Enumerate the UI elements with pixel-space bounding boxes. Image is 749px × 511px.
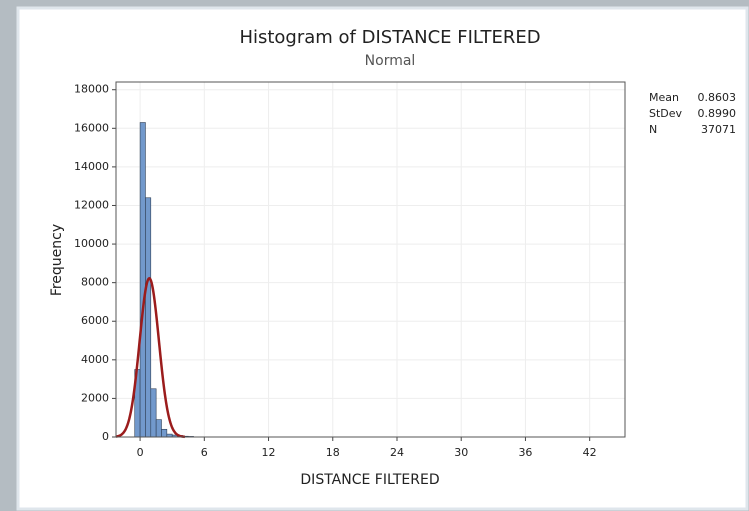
stat-label: N: [649, 123, 657, 136]
y-tick-label: 18000: [74, 83, 109, 96]
x-tick-label: 24: [390, 446, 404, 459]
x-tick-label: 0: [137, 446, 144, 459]
stat-value: 0.8990: [698, 107, 737, 120]
stat-label: StDev: [649, 107, 683, 120]
chart-subtitle: Normal: [365, 53, 416, 69]
y-tick-label: 0: [102, 430, 109, 443]
stats-box: Mean 0.8603 StDev 0.8990 N 37071: [649, 91, 736, 136]
bar: [155, 419, 162, 438]
stat-value: 37071: [701, 123, 736, 136]
x-axis-label: DISTANCE FILTERED: [300, 472, 439, 488]
y-axis-label: Frequency: [49, 224, 65, 296]
y-tick-label: 4000: [81, 353, 109, 366]
y-tick-label: 10000: [74, 237, 109, 250]
x-tick-label: 36: [518, 446, 532, 459]
bar: [139, 122, 146, 438]
y-tick-label: 12000: [74, 198, 109, 211]
y-tick-label: 2000: [81, 391, 109, 404]
y-tick-label: 14000: [74, 160, 109, 173]
x-tick-label: 6: [201, 446, 208, 459]
y-tick-label: 16000: [74, 121, 109, 134]
bar: [150, 388, 157, 438]
x-tick-label: 12: [262, 446, 276, 459]
y-tick-label: 6000: [81, 314, 109, 327]
stat-label: Mean: [649, 91, 679, 104]
x-tick-label: 42: [583, 446, 597, 459]
x-tick-label: 18: [326, 446, 340, 459]
plot-area: 0200040006000800010000120001400016000180…: [74, 81, 626, 459]
stat-value: 0.8603: [698, 91, 737, 104]
bar: [161, 428, 168, 438]
x-tick-label: 30: [454, 446, 468, 459]
panel: [16, 6, 749, 511]
bar: [145, 197, 152, 438]
y-tick-label: 8000: [81, 276, 109, 289]
chart-title: Histogram of DISTANCE FILTERED: [239, 27, 540, 48]
fit-curve: [115, 276, 185, 439]
plot-frame: [115, 81, 626, 438]
